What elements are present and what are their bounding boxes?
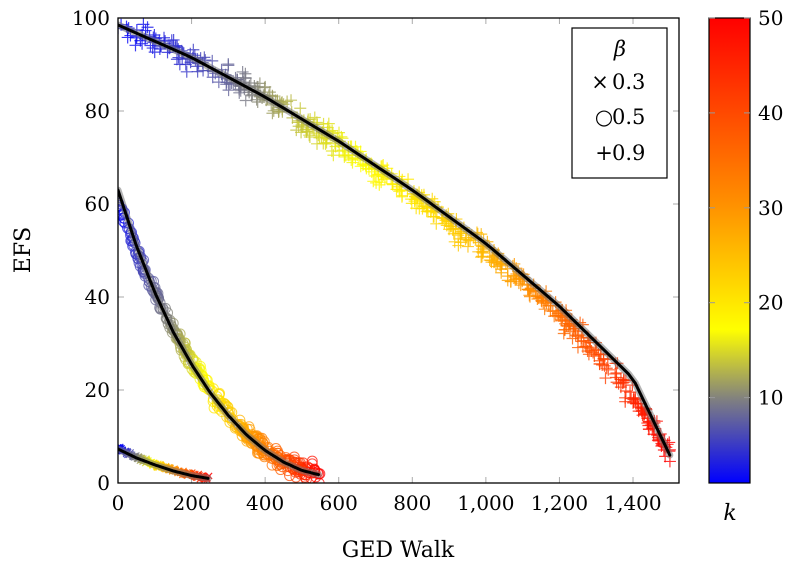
y-axis-label: EFS [11,227,36,273]
legend-marker-circle-icon: ○ [595,105,613,129]
x-tick-label: 0 [112,491,125,515]
y-axis-tick-labels: 0 20 40 60 80 100 [72,6,110,495]
colorbar-tick-label: 40 [758,101,783,125]
legend-title: β [613,37,626,61]
y-tick-label: 100 [72,6,110,30]
x-axis-label: GED Walk [342,538,455,563]
y-tick-label: 60 [85,192,110,216]
colorbar-label: k [723,501,736,526]
colorbar: 10 20 30 40 50 k [708,6,783,526]
colorbar-tick-label: 20 [758,291,783,315]
colorbar-gradient [708,17,751,484]
x-tick-label: 600 [320,491,358,515]
x-tick-label: 400 [246,491,284,515]
legend-label-0.9: 0.9 [612,141,645,165]
x-tick-label: 1,000 [457,491,514,515]
plot-frame [117,17,680,484]
legend-box [571,27,668,179]
x-axis-tick-labels: 0 200 400 600 800 1,000 1,200 1,400 [112,491,662,515]
y-tick-label: 80 [85,99,110,123]
colorbar-tick-label: 50 [758,6,783,30]
legend: β × 0.3 ○ 0.5 + 0.9 [571,27,668,179]
legend-marker-plus-icon: + [595,141,613,165]
axis-ticks [117,17,679,484]
y-tick-label: 0 [97,471,110,495]
colorbar-ticks: 10 20 30 40 50 [709,6,783,410]
x-tick-label: 800 [393,491,431,515]
fit-curves [118,21,674,482]
legend-label-0.5: 0.5 [612,105,645,129]
y-tick-label: 40 [85,285,110,309]
y-tick-label: 20 [85,378,110,402]
x-tick-label: 1,400 [604,491,661,515]
fit-curve [118,447,210,480]
x-tick-label: 1,200 [531,491,588,515]
legend-label-0.3: 0.3 [612,70,645,94]
fit-curve [118,188,320,477]
colorbar-tick-label: 30 [758,196,783,220]
colorbar-tick-label: 10 [758,386,783,410]
fit-curve [118,23,672,457]
legend-marker-x-icon: × [591,70,609,94]
x-tick-label: 200 [172,491,210,515]
